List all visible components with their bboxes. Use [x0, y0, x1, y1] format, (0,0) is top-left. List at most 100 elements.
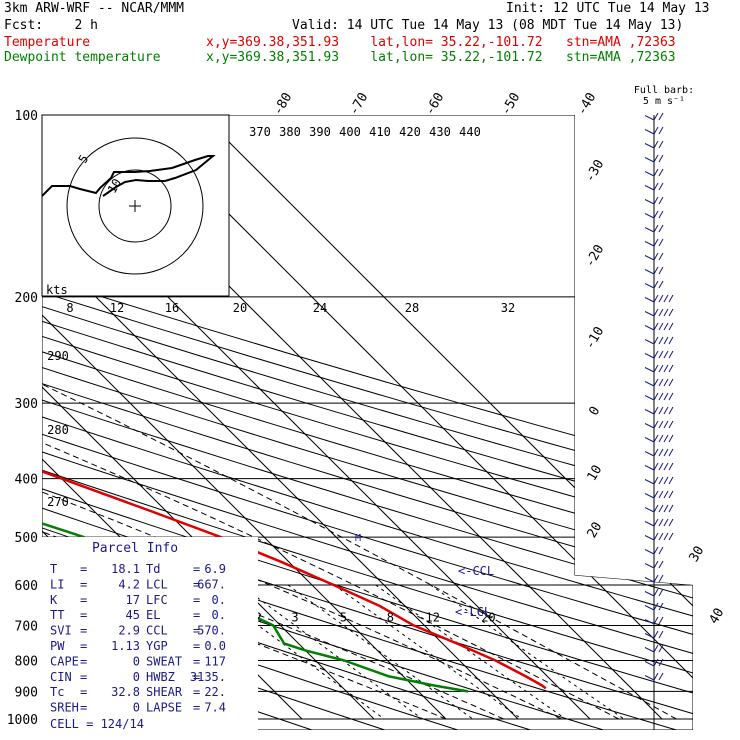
parcel-param-value: 667. — [197, 577, 226, 591]
wind-barb — [644, 266, 664, 275]
parcel-eq: = — [193, 670, 200, 684]
wind-barb — [644, 280, 664, 289]
isotherm-label: -60 — [423, 90, 448, 118]
pressure-label-300: 300 — [15, 397, 38, 412]
hodograph-speed-tick: 32 — [501, 301, 515, 315]
legend-dewpoint-label: Dewpoint temperature — [4, 50, 161, 65]
wind-barb — [644, 336, 674, 345]
hodograph-speed-tick: 16 — [165, 301, 179, 315]
parcel-eq: = — [193, 701, 200, 715]
wind-barb — [644, 154, 664, 163]
parcel-param-name: CAPE — [50, 654, 79, 668]
valid-time: Valid: 14 UTC Tue 14 May 13 (08 MDT Tue … — [292, 18, 684, 33]
mixing-ratio-label: 8 — [387, 611, 394, 625]
isotherm — [129, 115, 693, 720]
parcel-param-value: 1.13 — [111, 639, 140, 653]
wind-barb — [644, 378, 674, 387]
parcel-param-value: 45 — [126, 608, 140, 622]
parcel-param-name: K — [50, 593, 58, 607]
hodograph-trace — [41, 155, 216, 197]
theta-label: 410 — [369, 125, 391, 139]
parcel-eq: = — [193, 685, 200, 699]
parcel-eq: = — [80, 593, 87, 607]
parcel-eq: = — [80, 701, 87, 715]
wind-barb — [644, 574, 664, 583]
parcel-eq: = — [193, 593, 200, 607]
wind-barb — [644, 224, 664, 233]
mixing-ratio-label: 20 — [481, 611, 495, 625]
parcel-param-value: 32.8 — [111, 685, 140, 699]
parcel-param-value: 0 — [133, 701, 140, 715]
full-barb-units: 5 m s⁻¹ — [643, 96, 685, 107]
mixing-ratio-line — [204, 584, 385, 720]
theta-label: 400 — [339, 125, 361, 139]
parcel-param-value: 2.9 — [118, 624, 140, 638]
isotherm-label: 0 — [587, 404, 604, 418]
ccl-marker: <-CCL — [458, 564, 494, 578]
parcel-param-name: LFC — [146, 593, 168, 607]
isotherm-label: 10 — [585, 463, 606, 484]
theta-label: 270 — [47, 495, 69, 509]
dewpoint-profile — [42, 115, 469, 693]
parcel-eq: = — [193, 608, 200, 622]
wind-barb — [644, 616, 664, 625]
parcel-param-value: 7.4 — [204, 701, 226, 715]
wind-barb — [644, 462, 674, 471]
theta-label: 440 — [459, 125, 481, 139]
wind-barb — [644, 112, 664, 121]
wind-barb — [644, 490, 674, 499]
wind-barb — [644, 560, 664, 569]
parcel-param-name: LAPSE — [146, 701, 182, 715]
parcel-param-value: 0. — [212, 608, 226, 622]
hodograph-speed-tick: 12 — [110, 301, 124, 315]
mixing-ratio-label: 3 — [291, 611, 298, 625]
dry-adiabat — [42, 115, 693, 730]
parcel-eq: = — [193, 562, 200, 576]
parcel-info-title: Parcel Info — [92, 541, 178, 556]
init-time: Init: 12 UTC Tue 14 May 13 — [506, 1, 710, 16]
wind-barb — [644, 392, 674, 401]
wind-barb — [644, 364, 674, 373]
pressure-label-700: 700 — [15, 619, 38, 634]
parcel-param-value: 22. — [204, 685, 226, 699]
wind-barb — [644, 406, 674, 415]
theta-label: 280 — [47, 423, 69, 437]
wind-barb — [644, 476, 674, 485]
isotherm — [42, 115, 375, 720]
pressure-label-400: 400 — [15, 473, 38, 488]
hodograph-units: kts — [46, 283, 68, 297]
parcel-param-name: SWEAT — [146, 654, 182, 668]
hodograph-ring — [98, 169, 172, 243]
theta-label: 390 — [309, 125, 331, 139]
wind-barb — [644, 532, 674, 541]
wind-barb — [644, 168, 664, 177]
pressure-label-800: 800 — [15, 654, 38, 669]
wind-barb — [644, 504, 674, 513]
hodograph-speed-tick: 8 — [66, 301, 73, 315]
parcel-param-value: 6.9 — [204, 562, 226, 576]
parcel-eq: = — [80, 654, 87, 668]
forecast-hour: Fcst: 2 h — [4, 18, 98, 33]
model-title: 3km ARW-WRF -- NCAR/MMM — [4, 1, 185, 16]
parcel-param-value: 17 — [126, 593, 140, 607]
mixing-ratio-label: 12 — [425, 611, 439, 625]
theta-label: 380 — [279, 125, 301, 139]
pressure-label-600: 600 — [15, 579, 38, 594]
m-marker: M — [355, 533, 361, 544]
wind-barb — [644, 350, 674, 359]
wind-barb — [644, 182, 664, 191]
parcel-param-name: CIN — [50, 670, 72, 684]
parcel-param-name: LI — [50, 577, 64, 591]
isotherm-label: 40 — [707, 606, 728, 627]
wind-barb — [644, 630, 664, 639]
pressure-label-900: 900 — [15, 685, 38, 700]
hodograph-ring — [66, 137, 204, 275]
pressure-label-200: 200 — [15, 291, 38, 306]
isotherm-label: -20 — [583, 242, 608, 270]
parcel-param-value: 0. — [212, 593, 226, 607]
wind-barb — [644, 420, 674, 429]
dry-adiabat — [42, 115, 693, 730]
parcel-param-value: 0.0 — [204, 639, 226, 653]
wind-barb — [644, 658, 664, 667]
